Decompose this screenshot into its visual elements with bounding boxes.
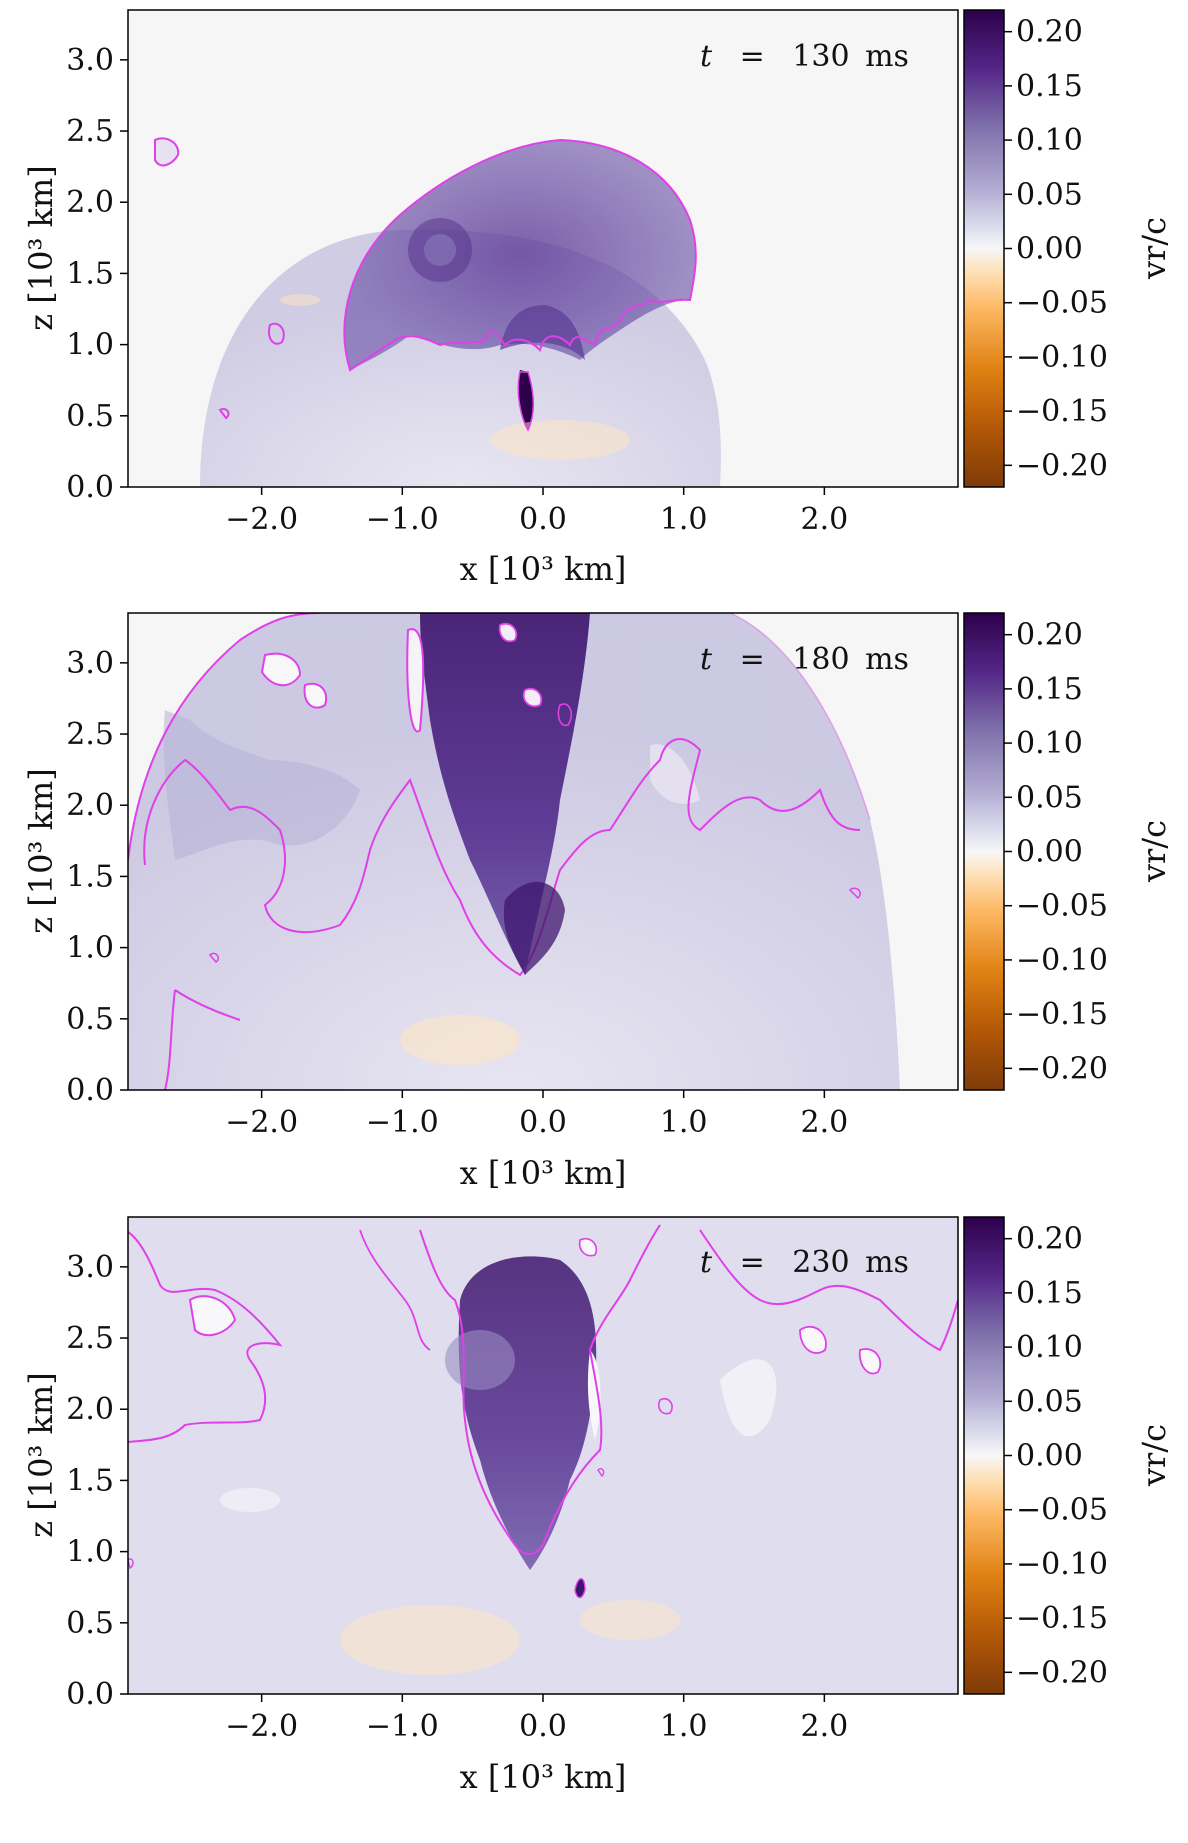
panel-3: −2.0 −1.0 0.0 1.0 2.0 0.00.51.01.52.02.53.0 … bbox=[22, 1216, 1173, 1796]
panel-2: −2.0 −1.0 0.0 1.0 2.0 0.00.51.01.52.02.53.0 … bbox=[22, 612, 1173, 1192]
panel-2-heatmap bbox=[128, 613, 958, 1090]
colorbar-tick-label: −0.20 bbox=[1016, 448, 1108, 483]
colorbar-tick-label: −0.10 bbox=[1016, 943, 1108, 978]
panel-3-ylabel: z [10³ km] bbox=[22, 1372, 60, 1537]
panel-1-heatmap bbox=[128, 10, 958, 487]
panel-2-colorbar-ticks: 0.20 0.15 0.10 0.05 0.00 −0.05 −0.10 −0.15 −0.20 bbox=[1004, 618, 1108, 1086]
y-tick-label: 1.0 bbox=[66, 1535, 114, 1570]
colorbar-tick-label: 0.20 bbox=[1016, 15, 1083, 50]
panel-3-colorbar bbox=[964, 1217, 1004, 1694]
panel-1: −2.0 −1.0 0.0 1.0 2.0 0.00.51.01.52.02.53.0 … bbox=[22, 9, 1173, 588]
y-tick-label: 0.5 bbox=[66, 1606, 114, 1641]
panel-2-colorbar-label: vr/c bbox=[1135, 820, 1173, 883]
y-tick-label: 0.0 bbox=[66, 1677, 114, 1712]
panel-1-colorbar-label: vr/c bbox=[1135, 217, 1173, 280]
panel-2-xlabel: x [10³ km] bbox=[460, 1154, 627, 1192]
colorbar-tick-label: 0.05 bbox=[1016, 177, 1083, 212]
x-tick-label: −1.0 bbox=[366, 1709, 439, 1744]
panel-1-xlabel: x [10³ km] bbox=[460, 550, 627, 588]
colorbar-tick-label: 0.15 bbox=[1016, 1276, 1083, 1311]
colorbar-tick-label: 0.10 bbox=[1016, 1330, 1083, 1365]
x-tick-label: −2.0 bbox=[225, 502, 298, 537]
panel-3-xticks: −2.0 −1.0 0.0 1.0 2.0 bbox=[225, 1694, 848, 1744]
x-tick-label: −2.0 bbox=[225, 1105, 298, 1140]
y-tick-label: 2.0 bbox=[66, 1392, 114, 1427]
colorbar-tick-label: −0.10 bbox=[1016, 1547, 1108, 1582]
panel-1-ylabel: z [10³ km] bbox=[22, 165, 60, 330]
panel-2-xticks: −2.0 −1.0 0.0 1.0 2.0 bbox=[225, 1090, 848, 1140]
x-tick-label: 1.0 bbox=[660, 502, 708, 537]
colorbar-tick-label: 0.00 bbox=[1016, 232, 1083, 267]
y-tick-label: 1.5 bbox=[66, 256, 114, 291]
x-tick-label: 0.0 bbox=[519, 502, 567, 537]
panel-1-xticks: −2.0 −1.0 0.0 1.0 2.0 bbox=[225, 487, 848, 537]
x-tick-label: 2.0 bbox=[800, 1105, 848, 1140]
colorbar-tick-label: 0.15 bbox=[1016, 69, 1083, 104]
colorbar-tick-label: −0.15 bbox=[1016, 1601, 1108, 1636]
y-tick-label: 2.5 bbox=[66, 717, 114, 752]
panel-3-colorbar-label: vr/c bbox=[1135, 1424, 1173, 1487]
colorbar-tick-label: −0.05 bbox=[1016, 286, 1108, 321]
colorbar-tick-label: 0.05 bbox=[1016, 1384, 1083, 1419]
x-tick-label: 2.0 bbox=[800, 1709, 848, 1744]
panel-3-yticks: 0.0 0.5 1.0 1.5 2.0 2.5 3.0 bbox=[66, 1250, 128, 1712]
x-tick-label: 0.0 bbox=[519, 1105, 567, 1140]
y-tick-label: 0.0 bbox=[66, 470, 114, 505]
colorbar-tick-label: 0.10 bbox=[1016, 123, 1083, 158]
panel-1-colorbar-ticks: 0.20 0.15 0.10 0.05 0.00 −0.05 −0.10 −0.15 −0.20 bbox=[1004, 15, 1108, 483]
colorbar-tick-label: 0.15 bbox=[1016, 672, 1083, 707]
colorbar-tick-label: −0.15 bbox=[1016, 997, 1108, 1032]
y-tick-label: 3.0 bbox=[66, 43, 114, 78]
x-tick-label: −2.0 bbox=[225, 1709, 298, 1744]
x-tick-label: −1.0 bbox=[366, 502, 439, 537]
y-tick-label: 2.0 bbox=[66, 788, 114, 823]
y-tick-label: 2.5 bbox=[66, 114, 114, 149]
panel-1-time-annotation: t = 130 ms bbox=[700, 39, 909, 74]
panel-2-yticks: 0.0 0.5 1.0 1.5 2.0 2.5 3.0 bbox=[66, 646, 128, 1108]
y-tick-label: 1.5 bbox=[66, 1463, 114, 1498]
panel-1-yticks: 0.0 0.5 1.0 1.5 2.0 2.5 3.0 bbox=[66, 43, 128, 505]
x-tick-label: −1.0 bbox=[366, 1105, 439, 1140]
panel-3-xlabel: x [10³ km] bbox=[460, 1758, 627, 1796]
y-tick-label: 0.0 bbox=[66, 1073, 114, 1108]
y-tick-label: 2.0 bbox=[66, 185, 114, 220]
x-tick-label: 1.0 bbox=[660, 1105, 708, 1140]
colorbar-tick-label: −0.10 bbox=[1016, 340, 1108, 375]
colorbar-tick-label: 0.20 bbox=[1016, 1222, 1083, 1257]
panel-1-colorbar bbox=[964, 10, 1004, 487]
x-tick-label: 2.0 bbox=[800, 502, 848, 537]
panel-2-colorbar bbox=[964, 613, 1004, 1090]
colorbar-tick-label: −0.20 bbox=[1016, 1051, 1108, 1086]
colorbar-tick-label: 0.10 bbox=[1016, 726, 1083, 761]
y-tick-label: 1.5 bbox=[66, 859, 114, 894]
colorbar-tick-label: 0.00 bbox=[1016, 835, 1083, 870]
x-tick-label: 0.0 bbox=[519, 1709, 567, 1744]
colorbar-tick-label: 0.20 bbox=[1016, 618, 1083, 653]
panel-2-ylabel: z [10³ km] bbox=[22, 768, 60, 933]
y-tick-label: 2.5 bbox=[66, 1321, 114, 1356]
x-tick-label: 1.0 bbox=[660, 1709, 708, 1744]
y-tick-label: 1.0 bbox=[66, 328, 114, 363]
y-tick-label: 3.0 bbox=[66, 1250, 114, 1285]
colorbar-tick-label: −0.20 bbox=[1016, 1655, 1108, 1690]
y-tick-label: 3.0 bbox=[66, 646, 114, 681]
y-tick-label: 1.0 bbox=[66, 931, 114, 966]
colorbar-tick-label: 0.05 bbox=[1016, 780, 1083, 815]
colorbar-tick-label: −0.05 bbox=[1016, 1493, 1108, 1528]
colorbar-tick-label: −0.05 bbox=[1016, 889, 1108, 924]
panel-3-time-annotation: t = 230 ms bbox=[700, 1245, 909, 1280]
panel-3-heatmap bbox=[128, 1217, 958, 1694]
colorbar-tick-label: 0.00 bbox=[1016, 1439, 1083, 1474]
panel-3-colorbar-ticks: 0.20 0.15 0.10 0.05 0.00 −0.05 −0.10 −0.15 −0.20 bbox=[1004, 1222, 1108, 1690]
y-tick-label: 0.5 bbox=[66, 399, 114, 434]
panel-2-time-annotation: t = 180 ms bbox=[700, 642, 909, 677]
y-tick-label: 0.5 bbox=[66, 1002, 114, 1037]
colorbar-tick-label: −0.15 bbox=[1016, 394, 1108, 429]
